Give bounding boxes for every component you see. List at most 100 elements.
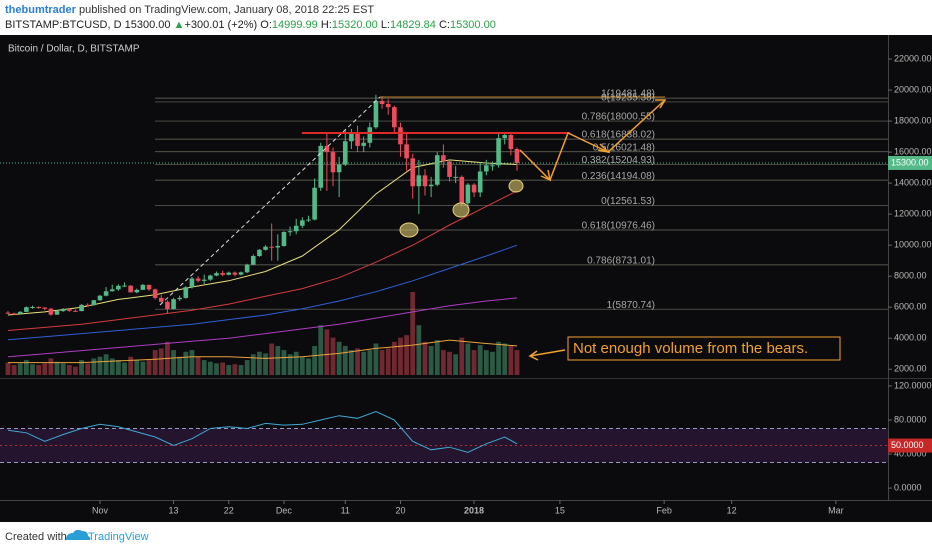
projection-arrow [519, 99, 666, 182]
rsi-band [0, 428, 888, 463]
candle-body [465, 184, 471, 204]
x-tick-label: 22 [224, 505, 234, 515]
fib-label: 0.786(8731.01) [587, 255, 655, 266]
x-tick-label: 15 [555, 505, 565, 515]
logo[interactable] [66, 529, 91, 540]
volume-bar [483, 350, 489, 375]
l-label: L: [381, 19, 390, 31]
candle-body [441, 155, 446, 162]
annotation-box [567, 336, 841, 361]
volume-bar [238, 365, 244, 375]
volume-bar [508, 345, 514, 375]
candle-body [103, 291, 109, 296]
volume-bar [60, 363, 66, 375]
volume-bar [312, 345, 318, 375]
volume-bar [109, 358, 115, 375]
candle-body [367, 127, 373, 143]
plot: 2000.00 4000.00 6000.00 8000.00 10000.00 1200… [0, 53, 932, 515]
candle-body [165, 301, 170, 310]
volume-bar [293, 351, 299, 375]
volume-bar [220, 362, 226, 375]
volume-bar [115, 360, 121, 375]
fib-label: 0.618(16838.02) [582, 130, 655, 141]
candle-body [502, 135, 508, 139]
fib-label: 0.236(14194.08) [582, 171, 655, 182]
candle-body [232, 272, 238, 275]
footer-brand[interactable]: TradingView [88, 531, 149, 543]
h: 15320.00 [332, 19, 378, 31]
volume-bar [171, 350, 176, 375]
candle-body [496, 138, 501, 166]
candle-body [152, 289, 158, 298]
highlight [399, 222, 419, 238]
volume-bar [379, 350, 385, 375]
y-tick-label: 4000.00 [894, 333, 927, 343]
volume-bar [140, 361, 146, 375]
volume-bar [416, 325, 422, 375]
published: published on TradingView.com, January 08… [79, 4, 374, 16]
candle-body [73, 310, 78, 312]
candle-body [398, 127, 403, 145]
fib-label: 1(5870.74) [607, 300, 655, 311]
symbol: BITSTAMP:BTCUSD, D [5, 19, 122, 31]
c-label: C: [439, 19, 450, 31]
author[interactable]: thebumtrader [5, 4, 77, 16]
y-tick-label: 12000.00 [894, 209, 932, 219]
volume-bar [306, 358, 311, 375]
rsi-line [7, 410, 518, 453]
arrow-head [540, 169, 552, 182]
volume-bar [471, 350, 477, 375]
candle-body [134, 289, 140, 293]
volume-bar [324, 329, 330, 375]
candle-body [11, 313, 17, 315]
volume-bar [275, 345, 281, 375]
candle-body [312, 187, 317, 220]
volume-bar [440, 350, 446, 375]
o: 14999.99 [272, 19, 318, 31]
l: 14829.84 [390, 19, 436, 31]
volume-bar [342, 345, 348, 375]
candle-body [214, 273, 219, 276]
arrow-head [655, 99, 667, 109]
arrow-head [597, 143, 611, 154]
candle-body [484, 165, 489, 172]
footer-bg [0, 522, 932, 550]
volume-bar [330, 337, 336, 375]
candle-body [416, 175, 422, 187]
candle-body [330, 152, 336, 173]
x-tick-label: Mar [828, 505, 844, 515]
candle-body [54, 311, 60, 315]
candle-body [60, 308, 66, 312]
volume-bar [244, 360, 250, 375]
candle-body [361, 142, 366, 146]
volume-bar [250, 354, 256, 375]
candle-body [263, 246, 268, 250]
header-bg [0, 0, 932, 35]
x-tick-label: Dec [276, 505, 293, 515]
volume-bar [103, 354, 109, 375]
volume-bar [355, 348, 360, 375]
volume-bar [281, 350, 287, 375]
volume-bar [373, 343, 379, 375]
volume-bar [422, 341, 428, 375]
y-tick-label: 22000.00 [894, 53, 932, 63]
h-label: H: [321, 19, 332, 31]
candle-body [324, 145, 330, 153]
y-tick-label: 2000.00 [894, 364, 927, 374]
candle-body [355, 133, 360, 146]
volume-bar [318, 325, 324, 375]
fib-label: 0(19235.38) [601, 93, 655, 104]
candle-body [238, 272, 244, 275]
y-tick-label: 10000.00 [894, 240, 932, 250]
last-price-tag [888, 155, 932, 170]
last-price-label: 15300.00 [891, 157, 929, 167]
volume-bar [453, 354, 459, 375]
volume-bar [391, 341, 397, 375]
volume-bar [410, 292, 416, 375]
candle-body [109, 289, 115, 292]
candle-body [410, 158, 416, 187]
candle-body [428, 184, 434, 187]
candle-body [490, 165, 495, 167]
candle-body [422, 175, 428, 187]
candle-body [36, 307, 41, 309]
